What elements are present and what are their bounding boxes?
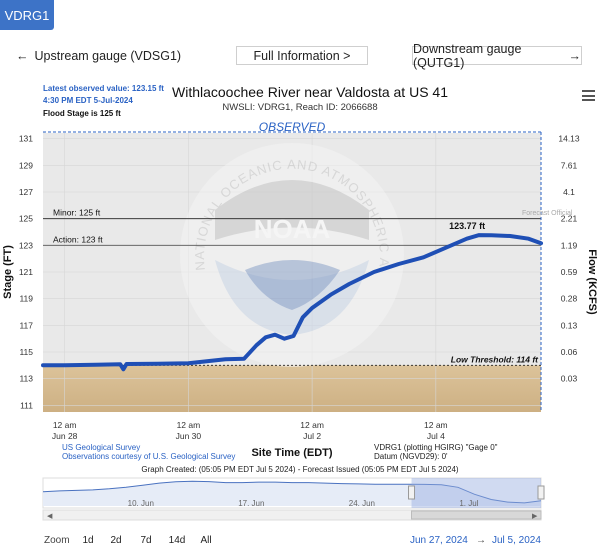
hydrograph-chart: NATIONAL OCEANIC AND ATMOSPHERIC ADMINIS… — [0, 112, 598, 459]
observed-section-label: OBSERVED — [259, 120, 326, 134]
x-tick-time: 12 am — [53, 420, 77, 430]
zoom-14d-button[interactable]: 14d — [168, 535, 186, 546]
graph-created-text: Graph Created: (05:05 PM EDT Jul 5 2024)… — [141, 465, 459, 474]
forecast-official-text: Forecast Official — [522, 210, 573, 217]
right-tick-label: 0.59 — [561, 267, 578, 277]
x-tick-date: Jun 28 — [52, 431, 78, 441]
threshold-label: Low Threshold: 114 ft — [451, 354, 539, 364]
navigator-selection[interactable] — [411, 478, 541, 508]
navigator-left-handle[interactable] — [408, 485, 416, 500]
arrow-left-icon: ← — [16, 48, 29, 63]
zoom-label: Zoom — [44, 535, 70, 546]
arrow-right-icon: → — [568, 48, 582, 63]
gauge-datum-info: VDRG1 (plotting HGIRG) "Gage 0" — [374, 443, 498, 452]
left-tick-label: 123 — [19, 240, 33, 250]
navigator-area — [43, 481, 541, 506]
gauge-datum-value: Datum (NGVD29): 0' — [374, 452, 448, 461]
left-tick-label: 111 — [20, 400, 33, 410]
navigator-date-label: 10. Jun — [128, 499, 154, 508]
scroll-right-icon[interactable]: ▶ — [532, 512, 538, 520]
navigator-date-label: 1. Jul — [459, 499, 478, 508]
x-tick-time: 12 am — [177, 420, 201, 430]
full-information-button[interactable]: Full Information > — [236, 46, 368, 65]
right-tick-label: 0.13 — [561, 320, 578, 330]
x-tick-date: Jul 2 — [303, 431, 321, 441]
x-tick-date: Jun 30 — [176, 431, 202, 441]
x-tick-time: 12 am — [424, 420, 448, 430]
peak-value-label: 123.77 ft — [449, 221, 485, 231]
left-tick-label: 125 — [19, 214, 33, 224]
left-tick-label: 129 — [19, 160, 33, 170]
threshold-label: Action: 123 ft — [53, 234, 103, 244]
left-tick-label: 127 — [19, 187, 33, 197]
left-tick-label: 119 — [19, 294, 33, 304]
y-axis-right-label: Flow (KCFS) — [586, 249, 598, 315]
right-tick-label: 14.13 — [558, 134, 580, 144]
x-tick-date: Jul 4 — [427, 431, 445, 441]
threshold-lines: Minor: 125 ft Action: 123 ft Low Threshold… — [43, 208, 541, 366]
zoom-1d-button[interactable]: 1d — [82, 535, 94, 546]
downstream-gauge-label: Downstream gauge (QUTG1) — [413, 41, 522, 70]
scroll-left-icon[interactable]: ◀ — [47, 512, 53, 520]
latest-observed-value: Latest observed value: 123.15 ft — [43, 84, 164, 93]
right-tick-label: 0.28 — [561, 294, 578, 304]
usgs-credit-link[interactable]: US Geological Survey — [62, 443, 141, 452]
downstream-gauge-button[interactable]: Downstream gauge (QUTG1) → — [412, 42, 582, 70]
x-tick-time: 12 am — [300, 420, 324, 430]
gauge-tab[interactable]: VDRG1 — [0, 0, 54, 30]
observed-label-band — [45, 121, 541, 133]
low-threshold-band — [43, 365, 541, 412]
flood-stage-text: Flood Stage is 125 ft — [43, 109, 121, 118]
range-from-input[interactable]: Jun 27, 2024 — [410, 535, 468, 546]
right-tick-label: 0.06 — [561, 347, 578, 357]
observed-stage-line — [41, 233, 543, 372]
latest-observed-time: 4:30 PM EDT 5-Jul-2024 — [43, 96, 133, 105]
upstream-gauge-label: Upstream gauge (VDSG1) — [34, 48, 182, 63]
zoom-2d-button[interactable]: 2d — [110, 535, 122, 546]
threshold-label: Minor: 125 ft — [53, 208, 101, 218]
time-navigator[interactable]: 10. Jun 17. Jun 24. Jun 1. Jul ◀ ▶ — [0, 476, 600, 524]
navigator-right-handle[interactable] — [537, 485, 545, 500]
zoom-7d-button[interactable]: 7d — [140, 535, 152, 546]
range-to-input[interactable]: Jul 5, 2024 — [492, 535, 541, 546]
chart-title: Withlacoochee River near Valdosta at US … — [172, 84, 448, 100]
navigator-date-label: 24. Jun — [349, 499, 375, 508]
left-tick-label: 121 — [19, 267, 33, 277]
right-tick-label: 0.03 — [561, 374, 578, 384]
left-tick-label: 115 — [19, 347, 33, 357]
right-axis-ticks: 14.13 7.61 4.1 2.21 1.19 0.59 0.28 0.13 0.06 0.03 — [558, 134, 580, 384]
right-tick-label: 2.21 — [561, 214, 578, 224]
right-tick-label: 1.19 — [561, 240, 578, 250]
scrollbar-thumb[interactable] — [411, 510, 542, 520]
usgs-observations-link[interactable]: Observations courtesy of U.S. Geological… — [62, 452, 236, 461]
y-axis-left-label: Stage (FT) — [2, 245, 14, 299]
navigator-labels: 10. Jun 17. Jun 24. Jun 1. Jul — [128, 499, 479, 508]
range-arrow-icon: → — [476, 535, 486, 546]
upstream-gauge-button[interactable]: ← Upstream gauge (VDSG1) — [16, 46, 193, 65]
navigator-date-label: 17. Jun — [238, 499, 264, 508]
chart-menu-icon[interactable] — [582, 90, 595, 101]
right-tick-label: 4.1 — [563, 187, 575, 197]
zoom-all-button[interactable]: All — [200, 535, 212, 546]
x-axis-label: Site Time (EDT) — [251, 447, 332, 459]
left-tick-label: 117 — [19, 320, 33, 330]
left-axis-ticks: 131 129 127 125 123 121 119 117 115 113 111 — [19, 134, 33, 411]
left-tick-label: 131 — [19, 134, 33, 144]
navigator-series-line — [42, 480, 542, 504]
chart-subtitle: NWSLI: VDRG1, Reach ID: 2066688 — [222, 102, 378, 113]
left-tick-label: 113 — [19, 374, 33, 384]
right-tick-label: 7.61 — [561, 160, 578, 170]
